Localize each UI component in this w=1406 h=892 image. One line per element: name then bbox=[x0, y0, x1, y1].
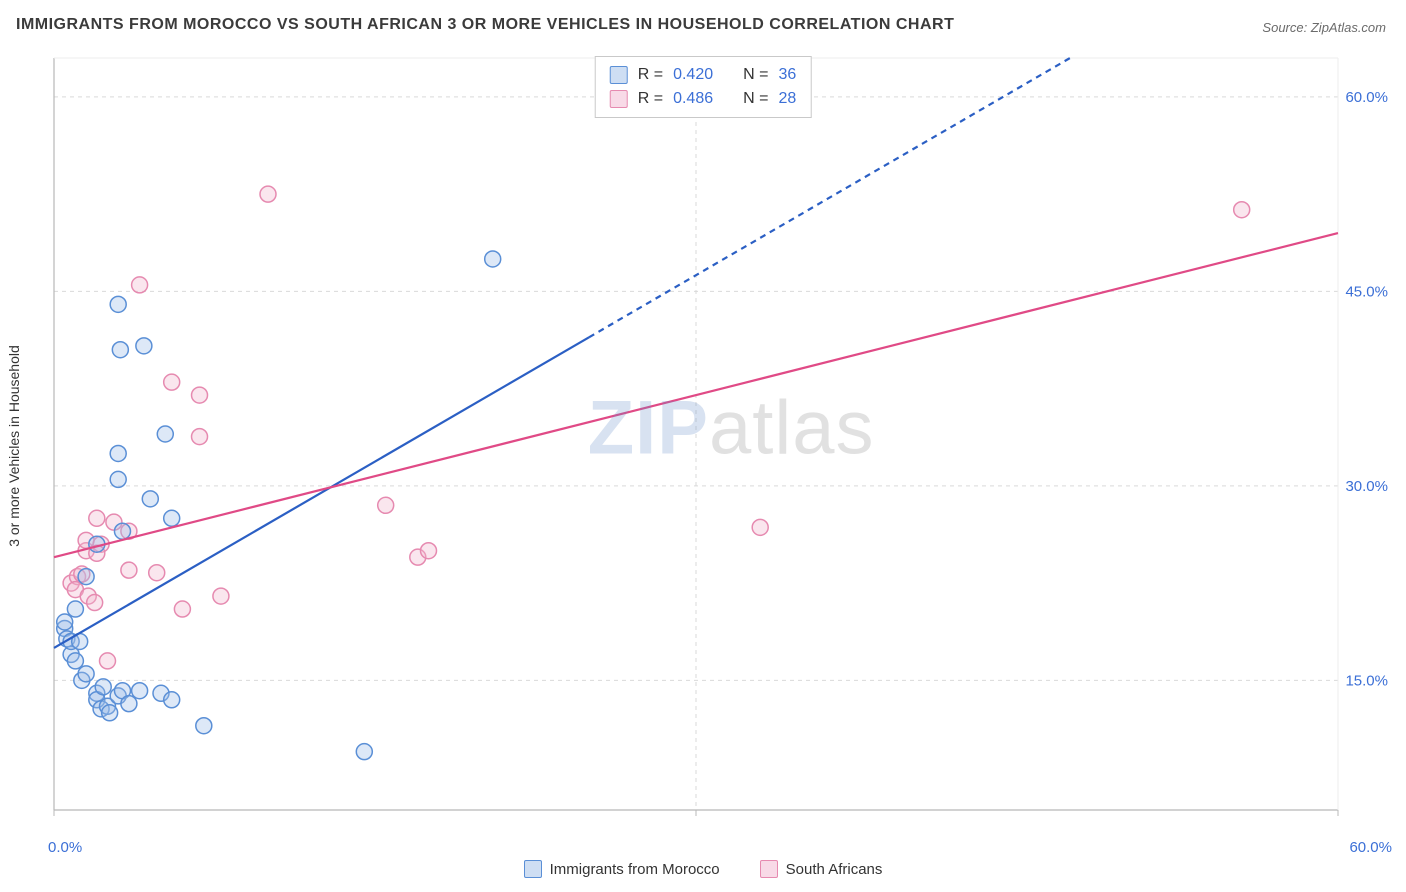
series-legend: Immigrants from Morocco South Africans bbox=[0, 860, 1406, 878]
n-label: N = bbox=[743, 87, 768, 111]
svg-text:30.0%: 30.0% bbox=[1345, 478, 1388, 495]
n-label: N = bbox=[743, 63, 768, 87]
chart-title: IMMIGRANTS FROM MOROCCO VS SOUTH AFRICAN… bbox=[16, 16, 954, 34]
r-value: 0.420 bbox=[673, 63, 713, 87]
n-value: 36 bbox=[778, 63, 796, 87]
source-label: Source: bbox=[1262, 20, 1307, 35]
legend-swatch bbox=[524, 860, 542, 878]
n-value: 28 bbox=[778, 87, 796, 111]
svg-text:60.0%: 60.0% bbox=[1345, 89, 1388, 106]
x-tick-max: 60.0% bbox=[1349, 839, 1392, 856]
r-value: 0.486 bbox=[673, 87, 713, 111]
stats-row: R = 0.420 N = 36 bbox=[610, 63, 797, 87]
r-label: R = bbox=[638, 63, 663, 87]
legend-label: Immigrants from Morocco bbox=[550, 861, 720, 878]
legend-label: South Africans bbox=[786, 861, 883, 878]
y-axis-label: 3 or more Vehicles in Household bbox=[6, 345, 22, 547]
svg-text:15.0%: 15.0% bbox=[1345, 672, 1388, 689]
series-swatch bbox=[610, 66, 628, 84]
legend-item: Immigrants from Morocco bbox=[524, 860, 720, 878]
x-tick-min: 0.0% bbox=[48, 839, 82, 856]
legend-item: South Africans bbox=[760, 860, 883, 878]
source-attribution: Source: ZipAtlas.com bbox=[1262, 20, 1386, 35]
series-swatch bbox=[610, 90, 628, 108]
legend-swatch bbox=[760, 860, 778, 878]
source-name: ZipAtlas.com bbox=[1311, 20, 1386, 35]
chart-svg: 15.0% 30.0% 45.0% 60.0% bbox=[50, 50, 1392, 832]
scatter-chart: 15.0% 30.0% 45.0% 60.0% bbox=[50, 50, 1392, 832]
stats-row: R = 0.486 N = 28 bbox=[610, 87, 797, 111]
stats-legend-box: R = 0.420 N = 36 R = 0.486 N = 28 bbox=[595, 56, 812, 118]
r-label: R = bbox=[638, 87, 663, 111]
svg-text:45.0%: 45.0% bbox=[1345, 283, 1388, 300]
